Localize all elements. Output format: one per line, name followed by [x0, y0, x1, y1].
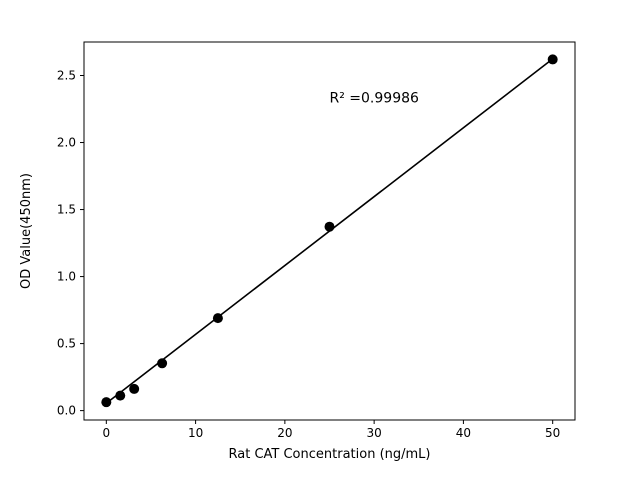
- y-axis-label: OD Value(450nm): [19, 173, 34, 289]
- y-tick-label: 0.0: [57, 404, 76, 418]
- y-tick-label: 1.5: [57, 203, 76, 217]
- data-point: [157, 358, 168, 369]
- x-tick-label: 10: [188, 426, 203, 440]
- y-tick-label: 1.0: [57, 270, 76, 284]
- x-tick-label: 30: [366, 426, 381, 440]
- data-point: [101, 397, 112, 408]
- y-tick-label: 2.0: [57, 136, 76, 150]
- x-tick-label: 50: [545, 426, 560, 440]
- y-tick-label: 2.5: [57, 69, 76, 83]
- data-point: [547, 54, 558, 65]
- plot-border: [83, 41, 576, 421]
- x-axis-label: Rat CAT Concentration (ng/mL): [229, 447, 431, 462]
- data-point: [324, 221, 335, 232]
- x-tick-label: 40: [456, 426, 471, 440]
- data-point: [129, 383, 140, 394]
- x-tick-label: 20: [277, 426, 292, 440]
- data-point: [115, 390, 126, 401]
- r-squared-annotation: R² =0.99986: [330, 90, 420, 106]
- y-tick-label: 0.5: [57, 337, 76, 351]
- x-tick-label: 0: [102, 426, 110, 440]
- data-point: [212, 313, 223, 324]
